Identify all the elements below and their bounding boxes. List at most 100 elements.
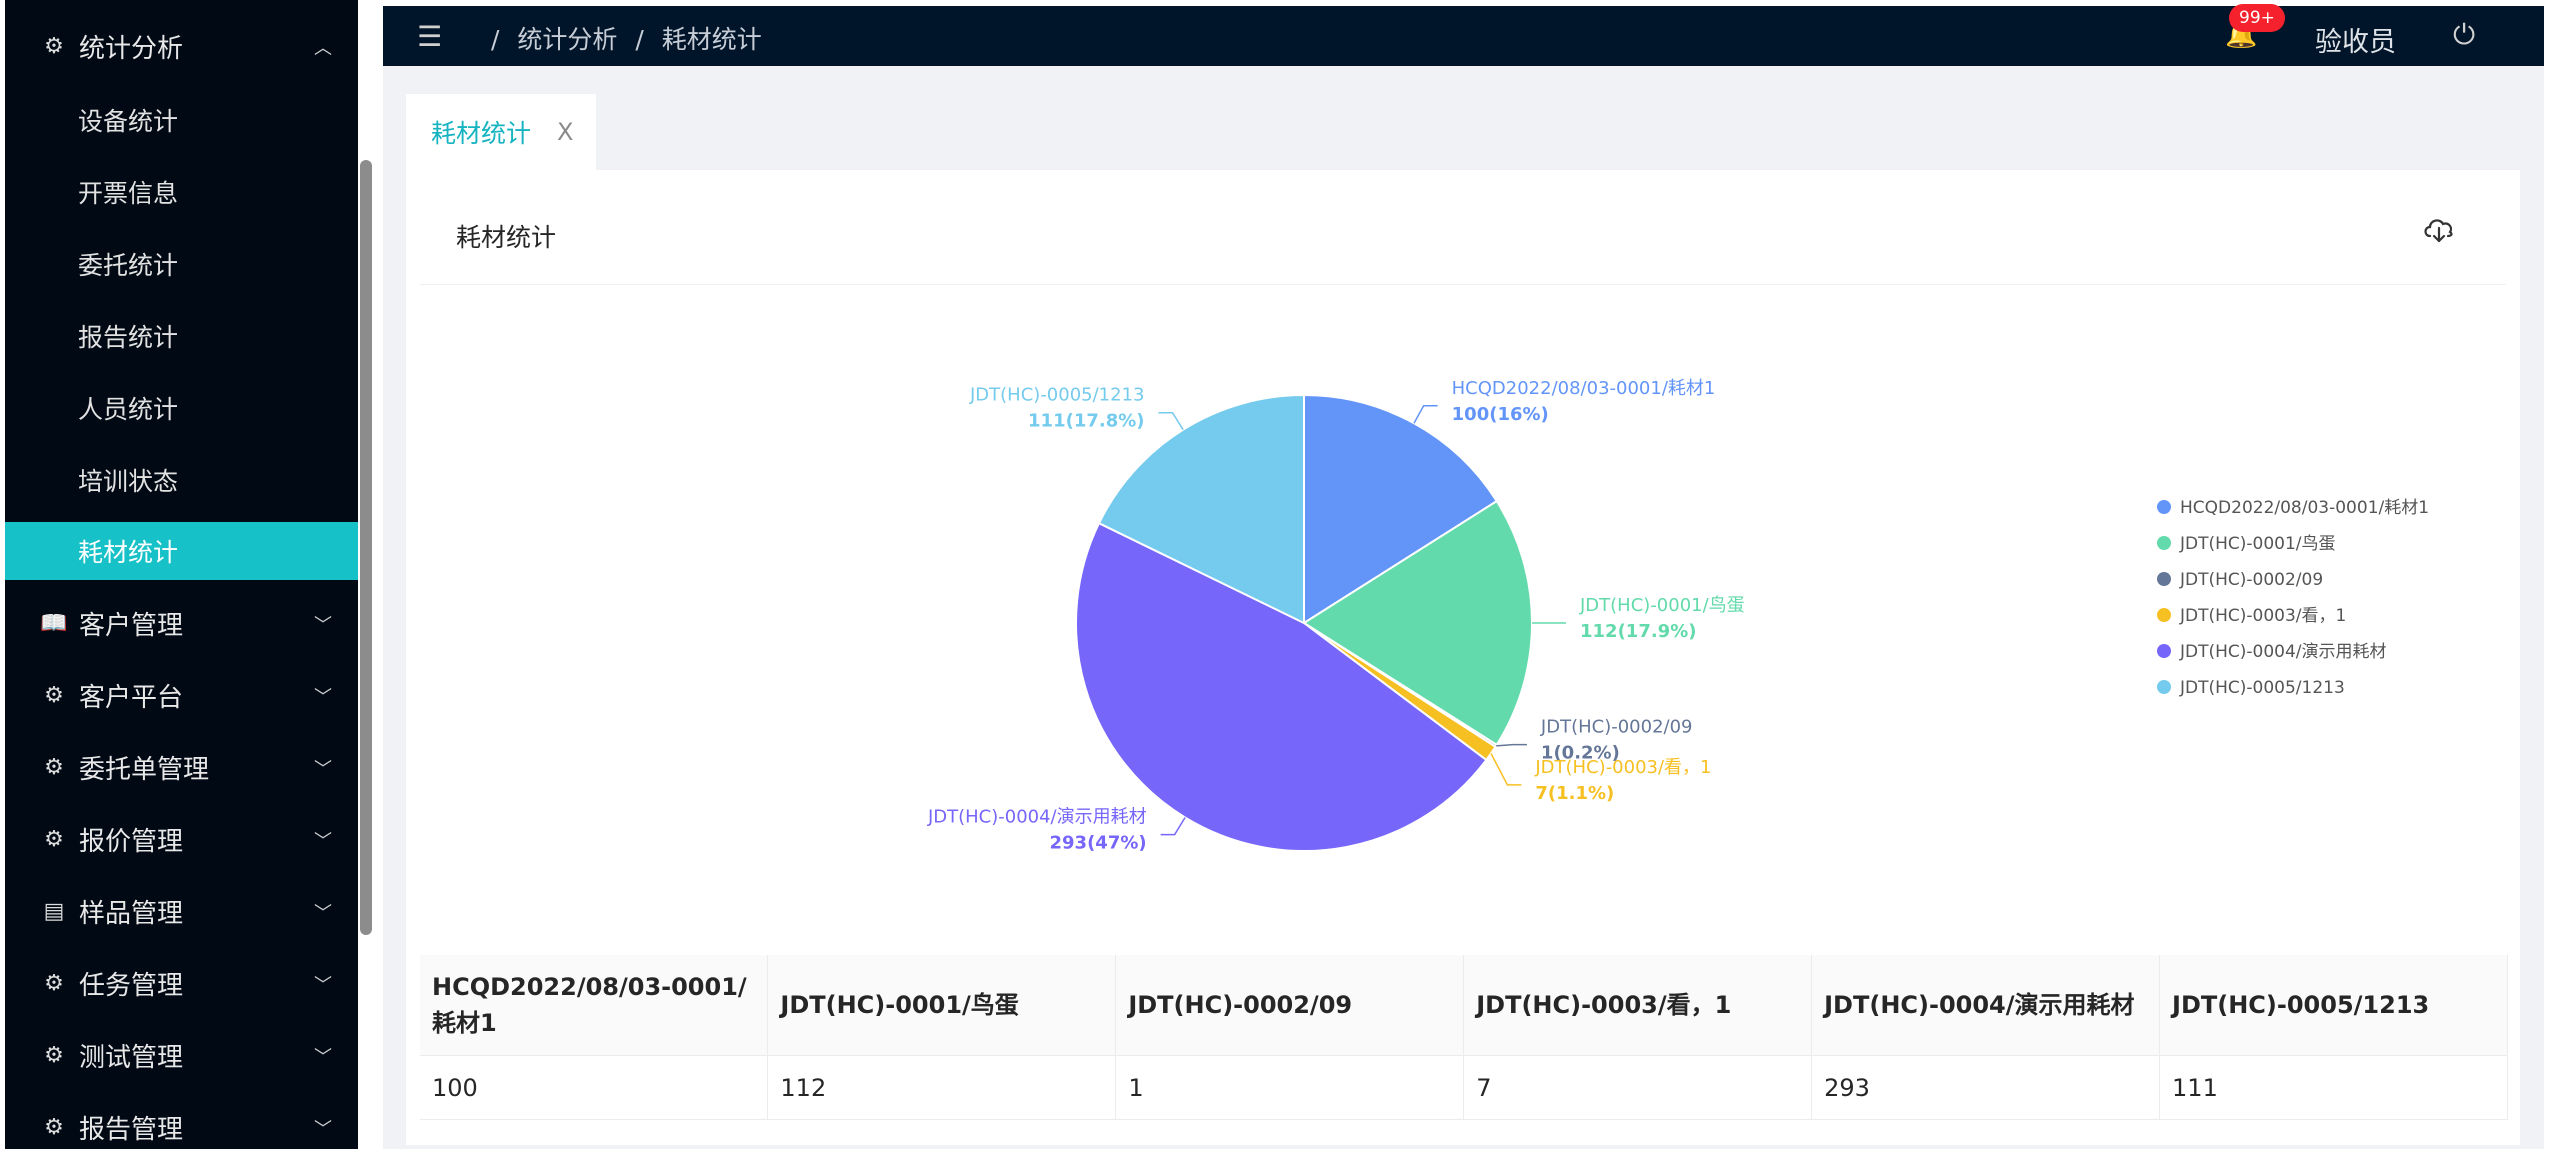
sidebar-group-label: 报价管理: [79, 826, 184, 857]
table-header-cell: JDT(HC)-0003/看，1: [1463, 955, 1813, 1056]
pie-value-label: 7(1.1%): [1535, 783, 1614, 804]
legend-marker: [2157, 644, 2171, 658]
legend-item[interactable]: HCQD2022/08/03-0001/耗材1: [2180, 498, 2429, 518]
sidebar-item-training-status[interactable]: 培训状态: [5, 451, 358, 509]
sidebar-group-label: 委托单管理: [79, 754, 210, 785]
card-title: 耗材统计: [456, 223, 557, 252]
gear-icon: ⚙: [44, 754, 64, 780]
sidebar-item-consumable-stats[interactable]: 耗材统计: [5, 522, 358, 580]
pie-category-label: HCQD2022/08/03-0001/耗材1: [1452, 378, 1716, 399]
breadcrumb: / 统计分析 / 耗材统计: [491, 20, 772, 56]
pie-slice[interactable]: [1302, 499, 1533, 747]
legend-item[interactable]: JDT(HC)-0002/09: [2179, 570, 2323, 590]
legend-item[interactable]: JDT(HC)-0003/看，1: [2179, 606, 2346, 626]
chevron-down-icon: ﹀: [314, 975, 332, 996]
sidebar: ⚙ 统计分析 ︿ 设备统计 开票信息 委托统计 报告统计 人员统计 培训状态 耗…: [5, 0, 358, 1149]
chevron-down-icon: ﹀: [314, 615, 332, 636]
breadcrumb-separator: /: [635, 25, 644, 54]
sidebar-group-label: 测试管理: [79, 1042, 184, 1073]
data-table: HCQD2022/08/03-0001/耗材1 JDT(HC)-0001/鸟蛋 …: [420, 955, 2508, 1120]
breadcrumb-item: 耗材统计: [661, 25, 762, 54]
sidebar-item-label: 委托统计: [78, 251, 179, 280]
sidebar-group-task-mgmt[interactable]: ⚙ 任务管理 ﹀: [5, 947, 358, 1019]
table-cell: 293: [1811, 1055, 2161, 1120]
sidebar-item-label: 人员统计: [78, 395, 179, 424]
pie-category-label: JDT(HC)-0002/09: [1540, 717, 1693, 738]
pie-slice[interactable]: [1075, 521, 1488, 852]
notification-badge: 99+: [2229, 4, 2285, 32]
pie-category-label: JDT(HC)-0001/鸟蛋: [1579, 595, 1745, 616]
pie-chart: HCQD2022/08/03-0001/耗材1 100(16%) JDT(HC)-0…: [927, 378, 2429, 854]
sidebar-group-customer-mgmt[interactable]: 📖 客户管理 ﹀: [5, 587, 358, 659]
cloud-download-icon[interactable]: [2422, 214, 2456, 244]
sidebar-item-label: 开票信息: [78, 179, 179, 208]
legend-item[interactable]: JDT(HC)-0001/鸟蛋: [2179, 534, 2336, 554]
gear-icon: ⚙: [44, 682, 64, 708]
sidebar-group-label: 统计分析: [79, 33, 184, 64]
close-icon[interactable]: X: [557, 118, 574, 146]
gear-icon: ⚙: [44, 33, 64, 59]
legend-item[interactable]: JDT(HC)-0005/1213: [2179, 678, 2345, 698]
table-header-cell: HCQD2022/08/03-0001/耗材1: [420, 955, 769, 1056]
chevron-down-icon: ﹀: [314, 687, 332, 708]
chevron-down-icon: ﹀: [314, 759, 332, 780]
sidebar-item-equipment-stats[interactable]: 设备统计: [5, 91, 358, 149]
menu-fold-icon[interactable]: ☰: [417, 20, 443, 53]
pie-slice[interactable]: [1303, 393, 1499, 625]
pie-label-line: [1158, 411, 1184, 431]
sidebar-item-label: 培训状态: [78, 467, 179, 496]
pie-label-line: [1490, 753, 1522, 786]
pie-slice[interactable]: [1097, 393, 1305, 625]
breadcrumb-separator: /: [491, 25, 500, 54]
sidebar-item-commission-stats[interactable]: 委托统计: [5, 235, 358, 293]
sidebar-item-label: 报告统计: [78, 323, 179, 352]
tab-consumable-stats[interactable]: 耗材统计 X: [406, 94, 596, 170]
table-header-cell: JDT(HC)-0005/1213: [2159, 955, 2508, 1056]
sidebar-group-test-mgmt[interactable]: ⚙ 测试管理 ﹀: [5, 1019, 358, 1091]
table-row: 100 112 1 7 293 111: [420, 1055, 2508, 1120]
sidebar-group-commission-mgmt[interactable]: ⚙ 委托单管理 ﹀: [5, 731, 358, 803]
table-cell: 112: [767, 1055, 1117, 1120]
sidebar-group-label: 任务管理: [79, 970, 184, 1001]
pie-category-label: JDT(HC)-0003/看，1: [1534, 757, 1711, 778]
breadcrumb-item[interactable]: 统计分析: [517, 25, 618, 54]
chevron-up-icon: ︿: [314, 38, 332, 59]
sidebar-scrollbar[interactable]: [360, 160, 372, 935]
pie-value-label: 112(17.9%): [1580, 621, 1696, 642]
table-header-row: HCQD2022/08/03-0001/耗材1 JDT(HC)-0001/鸟蛋 …: [420, 955, 2508, 1056]
legend-marker: [2157, 680, 2171, 694]
table-cell: 7: [1463, 1055, 1813, 1120]
tab-label: 耗材统计: [431, 119, 532, 148]
sidebar-group-customer-platform[interactable]: ⚙ 客户平台 ﹀: [5, 659, 358, 731]
sidebar-item-label: 耗材统计: [78, 538, 179, 567]
logout-icon[interactable]: ⏻: [2453, 18, 2476, 51]
sidebar-group-statistics[interactable]: ⚙ 统计分析 ︿: [5, 10, 358, 82]
legend-item[interactable]: JDT(HC)-0004/演示用耗材: [2179, 642, 2387, 662]
table-header-cell: JDT(HC)-0004/演示用耗材: [1811, 955, 2161, 1056]
sidebar-item-report-stats[interactable]: 报告统计: [5, 307, 358, 365]
legend-marker: [2157, 500, 2171, 514]
pie-value-label: 100(16%): [1452, 404, 1549, 425]
table-cell: 111: [2159, 1055, 2508, 1120]
sidebar-group-report-mgmt[interactable]: ⚙ 报告管理 ﹀: [5, 1091, 358, 1149]
sidebar-group-label: 客户平台: [79, 682, 184, 713]
sidebar-item-label: 设备统计: [78, 107, 179, 136]
sidebar-group-sample-mgmt[interactable]: ▤ 样品管理 ﹀: [5, 875, 358, 947]
table-header-cell: JDT(HC)-0001/鸟蛋: [767, 955, 1117, 1056]
pie-label-line: [1496, 743, 1527, 747]
sidebar-item-personnel-stats[interactable]: 人员统计: [5, 379, 358, 437]
sidebar-item-invoice-info[interactable]: 开票信息: [5, 163, 358, 221]
sidebar-group-quotation-mgmt[interactable]: ⚙ 报价管理 ﹀: [5, 803, 358, 875]
top-header: ☰ / 统计分析 / 耗材统计 🔔 99+ 验收员 ⏻: [383, 4, 2544, 66]
gear-icon: ⚙: [44, 826, 64, 852]
gear-icon: ⚙: [44, 970, 64, 996]
table-header-cell: JDT(HC)-0002/09: [1115, 955, 1465, 1056]
gear-icon: ⚙: [44, 1114, 64, 1140]
pie-category-label: JDT(HC)-0005/1213: [969, 385, 1145, 406]
chevron-down-icon: ﹀: [314, 903, 332, 924]
pie-value-label: 1(0.2%): [1541, 743, 1620, 764]
stats-card: 耗材统计 HCQD2022/08/03-0001/耗材1 100(16%) JDT(…: [406, 170, 2520, 1145]
username[interactable]: 验收员: [2315, 27, 2396, 58]
card-divider: [420, 284, 2506, 285]
legend-marker: [2157, 608, 2171, 622]
